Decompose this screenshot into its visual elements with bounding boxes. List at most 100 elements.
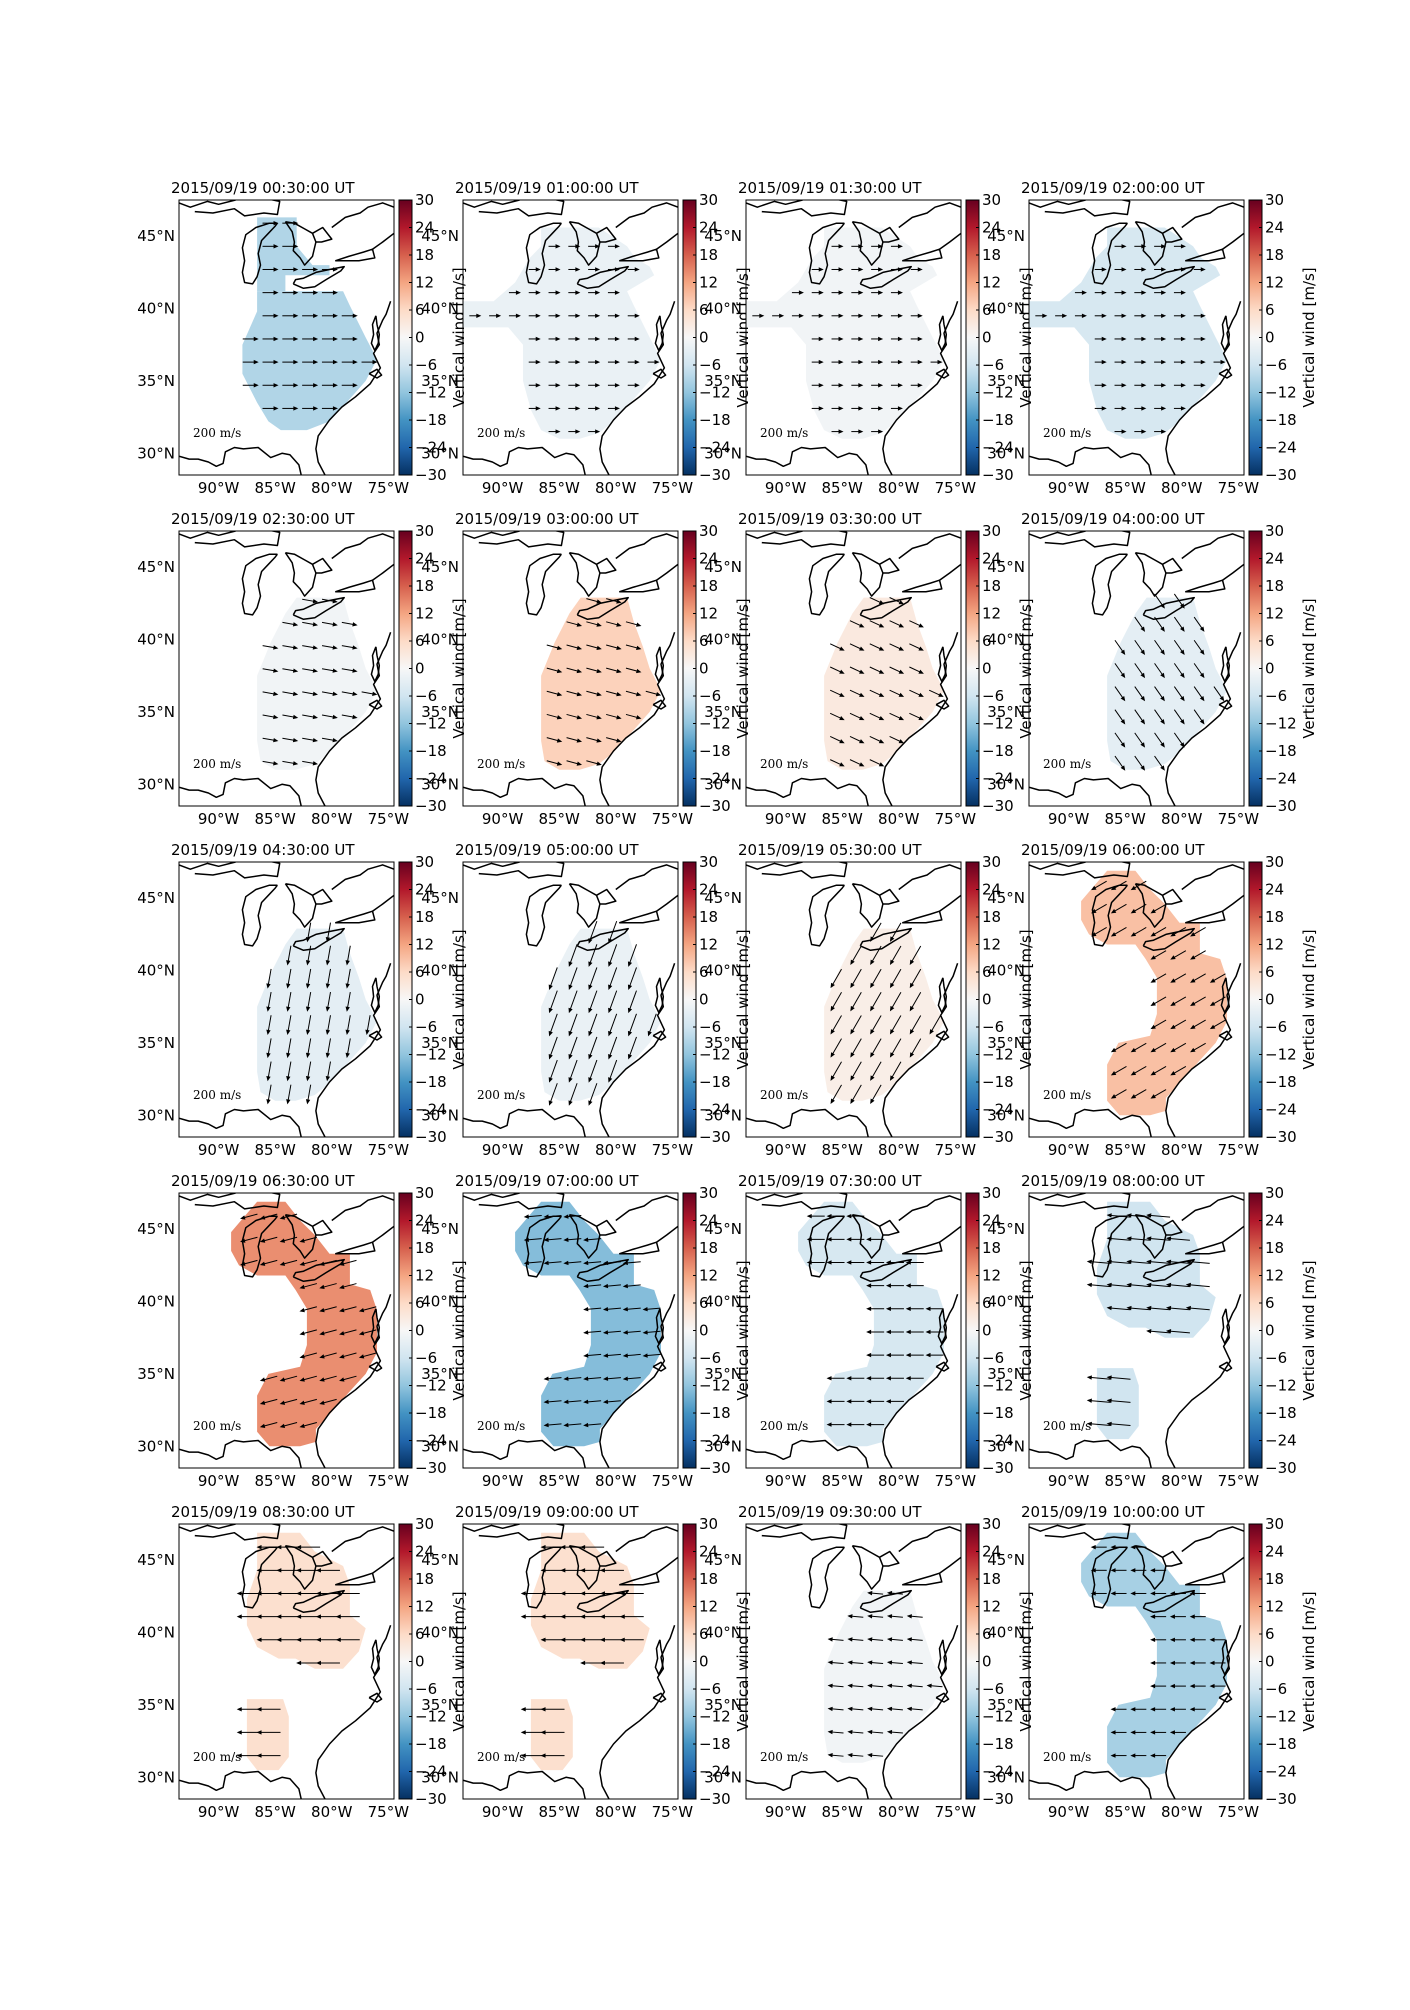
coastline (478, 200, 565, 217)
wind-arrow (1130, 880, 1147, 891)
wind-arrow (1086, 1421, 1111, 1427)
lon-tick-label: 85°W (254, 810, 296, 828)
wind-arrow (905, 1329, 924, 1335)
colorbar-tick-label: −18 (699, 742, 731, 760)
panel-title: 2015/09/19 07:30:00 UT (738, 1172, 922, 1190)
lon-tick-label: 75°W (652, 1141, 694, 1159)
wind-arrow (850, 1015, 862, 1035)
colorbar-tick-label: −18 (982, 1735, 1014, 1753)
coastline (1162, 1550, 1183, 1567)
colorbar-tick-label: 12 (699, 1598, 718, 1616)
wind-arrow (606, 690, 622, 697)
lon-tick-label: 75°W (935, 1472, 977, 1490)
wind-arrow (925, 1329, 944, 1335)
coastline (1142, 1258, 1195, 1283)
wind-arrow (829, 712, 845, 721)
coastline (879, 226, 900, 243)
coastline (370, 646, 381, 683)
coastline (179, 531, 236, 539)
colorbar-tick-label: −24 (415, 439, 447, 457)
wind-arrow (302, 598, 318, 604)
wind-arrow (259, 1259, 278, 1266)
wind-arrow (1209, 973, 1226, 983)
colorbar-tick-label: −24 (1265, 770, 1297, 788)
wind-arrow (339, 1283, 357, 1290)
coastline (1165, 963, 1242, 1137)
wind-arrow (851, 313, 864, 318)
wind-arrow (1134, 336, 1147, 342)
panel-title: 2015/09/19 06:30:00 UT (171, 1172, 355, 1190)
wind-field-region (246, 1699, 289, 1771)
coastline (879, 888, 900, 905)
coastline (179, 200, 236, 208)
coastline (1220, 315, 1231, 352)
wind-arrow (1193, 383, 1206, 388)
wind-arrow (1134, 383, 1147, 388)
wind-arrow (1035, 313, 1048, 318)
colorbar-tick-label: −6 (982, 1018, 1004, 1036)
wind-arrow (1165, 1329, 1190, 1334)
coastline (463, 531, 520, 539)
wind-arrow (345, 968, 351, 989)
coastline (859, 265, 912, 290)
coastline (1142, 927, 1195, 952)
wind-field-region (541, 597, 661, 770)
colorbar-tick-label: 6 (982, 632, 992, 650)
colorbar-tick-label: 30 (982, 1515, 1001, 1533)
coastline (331, 1195, 394, 1222)
wind-arrow (262, 359, 279, 365)
coastline (463, 862, 520, 870)
coastline (654, 1308, 665, 1345)
wind-arrow (1190, 927, 1206, 937)
wind-arrow (847, 1753, 864, 1758)
wind-arrow (240, 1213, 258, 1220)
coastline (1091, 553, 1128, 616)
wind-arrow (905, 1352, 924, 1358)
wind-arrow (606, 644, 622, 650)
lon-tick-label: 80°W (878, 810, 920, 828)
colorbar-tick-label: 18 (1265, 577, 1284, 595)
wind-arrow (262, 668, 279, 673)
map-frame (178, 199, 395, 476)
coastline (370, 1308, 381, 1345)
colorbar-tick-label: 6 (415, 963, 425, 981)
wind-arrow (606, 737, 622, 743)
wind-arrow (846, 1237, 865, 1242)
wind-arrow (831, 336, 844, 342)
colorbar-tick-label: 18 (699, 577, 718, 595)
colorbar-tick-label: −18 (982, 411, 1014, 429)
colorbar-tick-label: 12 (415, 936, 434, 954)
wind-arrow (588, 313, 601, 318)
colorbar-tick-label: −12 (1265, 1377, 1297, 1395)
wind-arrow (1173, 313, 1186, 318)
coastline (334, 910, 376, 924)
lon-tick-label: 80°W (1161, 1141, 1203, 1159)
coastline (761, 862, 848, 879)
colorbar-tick-label: −6 (1265, 356, 1287, 374)
colorbar-tick-label: −18 (415, 411, 447, 429)
lon-tick-label: 75°W (1218, 1472, 1260, 1490)
wind-arrow (489, 313, 502, 318)
coastline (1165, 1625, 1242, 1799)
coastline (746, 1524, 803, 1532)
wind-arrow (315, 1660, 340, 1666)
lon-tick-label: 90°W (765, 1803, 807, 1821)
wind-arrow (1209, 1683, 1226, 1689)
wind-arrow (305, 1084, 312, 1105)
wind-arrow (847, 1683, 864, 1688)
coastline (1222, 563, 1244, 581)
wind-arrow (302, 760, 318, 766)
panel-title: 2015/09/19 00:30:00 UT (171, 179, 355, 197)
colorbar-tick-label: −18 (982, 742, 1014, 760)
wind-arrow (851, 429, 864, 434)
wind-arrow (568, 290, 581, 295)
wind-arrow (302, 359, 319, 365)
lon-tick-label: 75°W (368, 1141, 410, 1159)
wind-arrow (1134, 359, 1147, 365)
wind-arrow (909, 666, 924, 674)
wind-arrow (543, 1237, 562, 1242)
lat-tick-label: 40°N (987, 962, 1025, 980)
wind-arrow (1169, 1614, 1186, 1619)
coastline (312, 888, 333, 905)
wind-arrow (846, 1376, 865, 1381)
